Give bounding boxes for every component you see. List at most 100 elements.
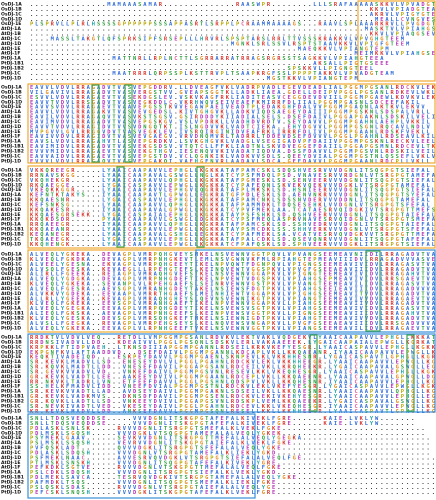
- motif-box: [365, 250, 381, 332]
- sequence-name: AtDJ-1C: [1, 202, 21, 208]
- sequence-name: AtDJ-1F: [1, 217, 21, 223]
- alignment-block: OsDJ-1A E A V V L V D V L R R A G A D V T V A S V E P G D D R V. L L D V…: [1, 85, 436, 165]
- sequence-name: PtDJ-1D: [1, 241, 21, 247]
- sequence-row: ........................................…: [30, 51, 436, 57]
- sequence-name: OsDJ-1C: [1, 261, 22, 267]
- sequence-name: OsDJ-1B: [1, 89, 22, 95]
- sequence-name: AtDJ-1C: [1, 119, 21, 125]
- sequence-name: OsDJ-1E: [1, 271, 21, 277]
- region-box: [27, 83, 436, 164]
- sequence-name: OsDJ-1B: [1, 256, 22, 262]
- region-box: [27, 333, 436, 413]
- sequence-name: PtDJ-1D: [1, 75, 21, 81]
- sequence-name: PtDJ-1D: [1, 325, 21, 331]
- sequence-name: AtDJ-1F: [1, 134, 21, 140]
- alignment-block: OsDJ-1A ............... M A M A A A S A M A R.......…: [1, 2, 436, 82]
- sequence-name: AtDJ-1A: [1, 440, 21, 446]
- sequence-name: AtDJ-1E: [1, 212, 21, 218]
- sequence-name: PtDJ-1C: [1, 320, 21, 326]
- sequence-name: PtDJ-1A: [1, 470, 21, 476]
- alignment-block: OsDJ-1A R R D K T V L V D V L V E Q... R E T D L L V M P G G M P G S A…: [1, 335, 436, 415]
- sequence-name: AtDJ-1F: [1, 51, 21, 57]
- sequence-name: AtDJ-1F: [1, 465, 21, 471]
- sequence-name: AtDJ-1C: [1, 450, 21, 456]
- sequence-name: AtDJ-1E: [1, 129, 21, 135]
- sequence-name: OsDJ-1D: [1, 99, 22, 105]
- sequence-name: AtDJ-1E: [1, 46, 21, 52]
- sequence-name: AtDJ-1C: [1, 36, 21, 42]
- sequence-name: AtDJ-1E: [1, 296, 21, 302]
- sequence-name: PtDJ-1A: [1, 222, 21, 228]
- sequence-row: ........................................…: [30, 31, 436, 37]
- sequence-name: PtDJ-1B2: [1, 65, 24, 71]
- sequence-name: AtDJ-1F: [1, 301, 21, 307]
- sequence-row: ........................................…: [30, 11, 436, 17]
- sequence-name: PtDJ-1D: [1, 158, 21, 164]
- sequence-name: PtDJ-1C: [1, 236, 21, 242]
- sequence-name: AtDJ-1C: [1, 286, 21, 292]
- sequence-row: .......................................M…: [30, 41, 410, 47]
- sequence-name: AtDJ-1B: [1, 364, 21, 370]
- alignment-block: OsDJ-1A V K K Q R E E G R..... L Y A A I C A A P A V V L E P H G L L…: [1, 168, 436, 248]
- sequence-name: OsDJ-1B: [1, 6, 22, 12]
- sequence-name: AtDJ-1D: [1, 291, 21, 297]
- sequence-name: OsDJ-1E: [1, 104, 21, 110]
- sequence-row: ........................................…: [30, 46, 389, 52]
- sequence-name: AtDJ-1D: [1, 41, 21, 47]
- sequence-name: AtDJ-1D: [1, 374, 21, 380]
- sequence-row: ........................................…: [30, 75, 358, 81]
- sequence-name: OsDJ-1D: [1, 16, 22, 22]
- sequence-name: PtDJ-1A: [1, 306, 21, 312]
- sequence-name: OsDJ-1E: [1, 354, 21, 360]
- sequence-name: PtDJ-1B1: [1, 311, 24, 317]
- sequence-name: PtDJ-1B2: [1, 148, 24, 154]
- sequence-row: ........................................…: [30, 16, 436, 22]
- sequence-name: PtDJ-1B2: [1, 479, 24, 485]
- region-box: [357, 0, 436, 82]
- motif-box: [116, 166, 125, 248]
- motif-box: [196, 166, 205, 248]
- motif-box: [124, 84, 133, 163]
- alignment-block: OsDJ-1A A L V E Q L Y G K E K A.. D E V A G P L V M R P Q H G V E Y S M…: [1, 252, 436, 332]
- sequence-name: AtDJ-1F: [1, 384, 21, 390]
- sequence-name: PtDJ-1B2: [1, 315, 24, 321]
- sequence-name: AtDJ-1A: [1, 359, 21, 365]
- sequence-name: AtDJ-1A: [1, 276, 21, 282]
- sequence-name: AtDJ-1D: [1, 207, 21, 213]
- sequence-name: PtDJ-1B1: [1, 475, 24, 481]
- sequence-name: AtDJ-1B: [1, 281, 21, 287]
